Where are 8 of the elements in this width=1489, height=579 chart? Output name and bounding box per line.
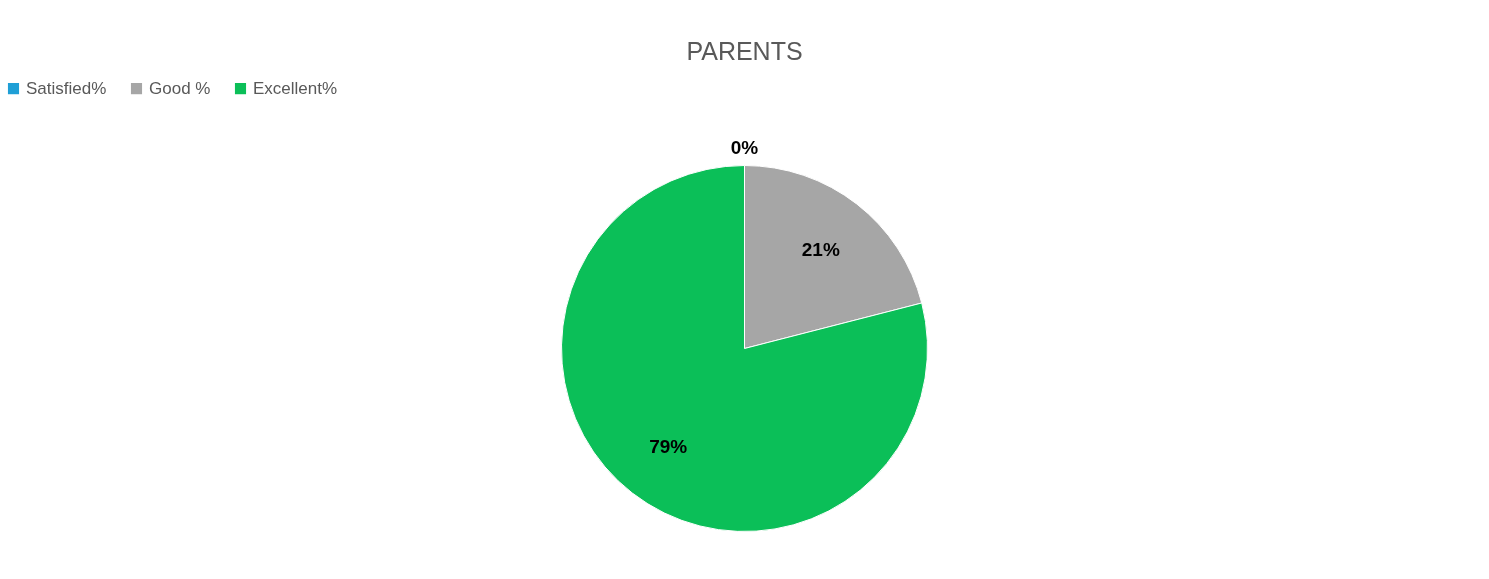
pie-slice	[561, 165, 928, 532]
legend-label: Good %	[149, 78, 211, 98]
legend-label: Excellent%	[253, 78, 338, 98]
data-label: 21%	[801, 239, 840, 261]
text: 0%	[730, 136, 759, 158]
data-label: 79%	[649, 435, 688, 457]
chart-title: PARENTS	[686, 37, 803, 65]
legend-label: Satisfied%	[26, 78, 107, 98]
